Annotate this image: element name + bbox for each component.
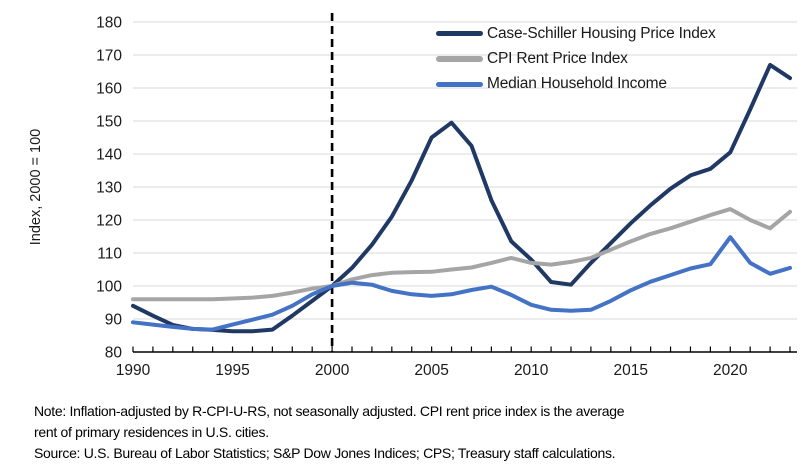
note-line-2: rent of primary residences in U.S. citie… (34, 424, 269, 440)
legend-swatch-median-income (436, 81, 483, 88)
chart-legend: Case-Schiller Housing Price Index CPI Re… (436, 21, 716, 97)
legend-item-median-income: Median Household Income (436, 72, 716, 97)
chart-notes: Note: Inflation-adjusted by R-CPI-U-RS, … (34, 401, 784, 464)
x-tick-label: 2000 (315, 362, 350, 379)
x-tick-label: 2015 (613, 362, 647, 379)
legend-label-case-schiller: Case-Schiller Housing Price Index (487, 24, 716, 42)
legend-item-cpi-rent: CPI Rent Price Index (436, 46, 716, 71)
series-line-median-household-income (131, 235, 792, 332)
note-line-1: Note: Inflation-adjusted by R-CPI-U-RS, … (34, 403, 625, 419)
x-tick-label: 2020 (713, 362, 748, 379)
y-tick-label: 120 (96, 213, 122, 230)
legend-label-median-income: Median Household Income (487, 75, 667, 93)
y-tick-label: 100 (96, 279, 122, 296)
y-tick-label: 110 (97, 246, 122, 263)
note-line-3: Source: U.S. Bureau of Labor Statistics;… (34, 445, 616, 461)
legend-swatch-cpi-rent (436, 56, 483, 62)
x-tick-label: 2010 (514, 362, 549, 379)
legend-swatch-case-schiller (436, 30, 483, 37)
legend-label-cpi-rent: CPI Rent Price Index (487, 50, 628, 68)
y-tick-label: 130 (96, 180, 122, 197)
y-tick-label: 90 (105, 312, 123, 329)
x-tick-label: 1995 (215, 362, 249, 379)
x-tick-label: 1990 (116, 362, 151, 379)
y-tick-label: 160 (96, 81, 122, 98)
y-tick-label: 80 (105, 345, 123, 362)
y-tick-label: 170 (96, 48, 122, 65)
y-tick-label: 150 (96, 114, 122, 131)
series-line-case-schiller-housing-price-index (131, 62, 792, 334)
x-tick-label: 2005 (414, 362, 448, 379)
y-tick-label: 140 (96, 147, 122, 164)
legend-item-case-schiller: Case-Schiller Housing Price Index (436, 21, 716, 46)
chart-canvas: 80 90 100 110 120 130 140 150 160 170 180 1990 1995 2… (96, 13, 797, 379)
y-axis-title: Index, 2000 = 100 (28, 128, 44, 246)
y-tick-label: 180 (96, 15, 122, 32)
series-line-cpi-rent-price-index (131, 207, 792, 302)
